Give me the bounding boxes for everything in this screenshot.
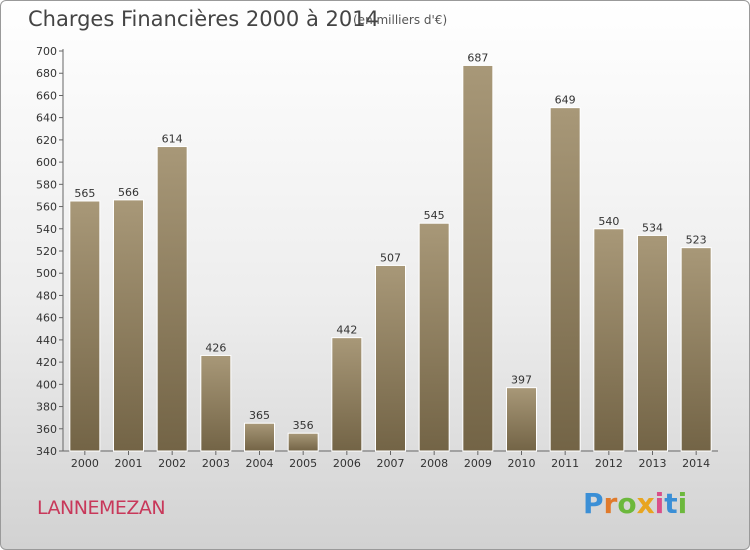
x-tick-label: 2002 bbox=[158, 457, 186, 470]
y-tick-label: 580 bbox=[36, 178, 57, 191]
y-tick-label: 640 bbox=[36, 112, 57, 125]
y-tick-label: 680 bbox=[36, 67, 57, 80]
x-tick-label: 2014 bbox=[682, 457, 710, 470]
bar-value-label: 397 bbox=[511, 374, 532, 387]
x-tick-label: 2001 bbox=[115, 457, 143, 470]
bar bbox=[244, 422, 275, 452]
x-tick-label: 2009 bbox=[464, 457, 492, 470]
logo-letter: t bbox=[664, 487, 678, 520]
x-tick-label: 2010 bbox=[508, 457, 536, 470]
x-tick-label: 2000 bbox=[71, 457, 99, 470]
city-name: LANNEMEZAN bbox=[37, 497, 166, 519]
y-tick-label: 440 bbox=[36, 334, 57, 347]
bar-value-label: 614 bbox=[162, 133, 183, 146]
bar-value-label: 545 bbox=[424, 209, 445, 222]
y-tick-label: 600 bbox=[36, 156, 57, 169]
y-tick-label: 360 bbox=[36, 423, 57, 436]
bar bbox=[462, 64, 494, 452]
bar-value-label: 365 bbox=[249, 409, 270, 422]
y-tick-label: 420 bbox=[36, 356, 57, 369]
logo-letter: P bbox=[583, 487, 604, 520]
x-tick-label: 2013 bbox=[639, 457, 667, 470]
x-tick-label: 2012 bbox=[595, 457, 623, 470]
logo-letter: i bbox=[654, 487, 665, 520]
bar-value-label: 442 bbox=[336, 324, 357, 337]
x-tick-label: 2003 bbox=[202, 457, 230, 470]
bar bbox=[549, 107, 581, 452]
bar-value-label: 540 bbox=[598, 215, 619, 228]
proxiti-logo[interactable]: Proxiti bbox=[583, 487, 687, 520]
logo-letter: x bbox=[636, 487, 655, 520]
bar bbox=[331, 337, 363, 452]
y-tick-label: 660 bbox=[36, 89, 57, 102]
logo-letter: r bbox=[603, 487, 618, 520]
y-tick-label: 520 bbox=[36, 245, 57, 258]
y-tick-label: 480 bbox=[36, 289, 57, 302]
chart-unit: (en milliers d'€) bbox=[353, 13, 448, 27]
x-tick-label: 2004 bbox=[246, 457, 274, 470]
x-tick-label: 2011 bbox=[551, 457, 579, 470]
bar bbox=[593, 228, 625, 452]
bar bbox=[200, 354, 232, 452]
bar bbox=[680, 247, 712, 452]
bar bbox=[113, 199, 144, 452]
y-tick-label: 620 bbox=[36, 134, 57, 147]
bar-value-label: 565 bbox=[74, 187, 95, 200]
y-tick-label: 380 bbox=[36, 401, 57, 414]
bar bbox=[287, 432, 319, 452]
bar bbox=[506, 387, 537, 452]
bar-value-label: 426 bbox=[205, 341, 226, 354]
bar-value-label: 523 bbox=[686, 234, 707, 247]
bar-value-label: 649 bbox=[555, 94, 576, 107]
bar-value-label: 356 bbox=[293, 419, 314, 432]
bar bbox=[156, 146, 188, 452]
logo-letter: i bbox=[677, 487, 688, 520]
y-tick-label: 400 bbox=[36, 378, 57, 391]
bar bbox=[69, 200, 101, 452]
y-tick-label: 500 bbox=[36, 267, 57, 280]
bar-value-label: 687 bbox=[467, 51, 488, 64]
x-tick-label: 2005 bbox=[289, 457, 317, 470]
y-tick-label: 460 bbox=[36, 312, 57, 325]
y-tick-label: 340 bbox=[36, 445, 57, 458]
bar-value-label: 534 bbox=[642, 221, 663, 234]
bar bbox=[637, 234, 668, 452]
x-tick-label: 2006 bbox=[333, 457, 361, 470]
x-tick-label: 2007 bbox=[377, 457, 405, 470]
x-tick-label: 2008 bbox=[420, 457, 448, 470]
y-tick-label: 560 bbox=[36, 201, 57, 214]
chart-title: Charges Financières 2000 à 2014 bbox=[28, 7, 379, 31]
bar-value-label: 507 bbox=[380, 251, 401, 264]
y-tick-label: 540 bbox=[36, 223, 57, 236]
bar-value-label: 566 bbox=[118, 186, 139, 199]
bar bbox=[418, 222, 450, 452]
logo-letter: o bbox=[617, 487, 637, 520]
y-tick-label: 700 bbox=[36, 45, 57, 58]
bar bbox=[375, 264, 406, 452]
